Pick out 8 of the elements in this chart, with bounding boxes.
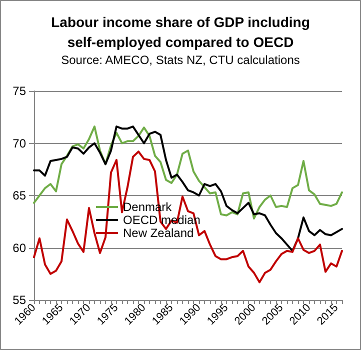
y-tick-label: 55 [12,293,26,307]
y-tick-label: 75 [12,84,26,98]
y-tick-label: 70 [12,136,26,150]
y-tick-label: 60 [12,240,26,255]
legend-label: New Zealand [123,226,194,240]
chart-title: Labour income share of GDP including self-employed compared to OECD [51,14,310,50]
y-tick-label: 65 [12,188,26,202]
chart-subtitle: Source: AMECO, Stats NZ, CTU calculations [61,53,300,67]
